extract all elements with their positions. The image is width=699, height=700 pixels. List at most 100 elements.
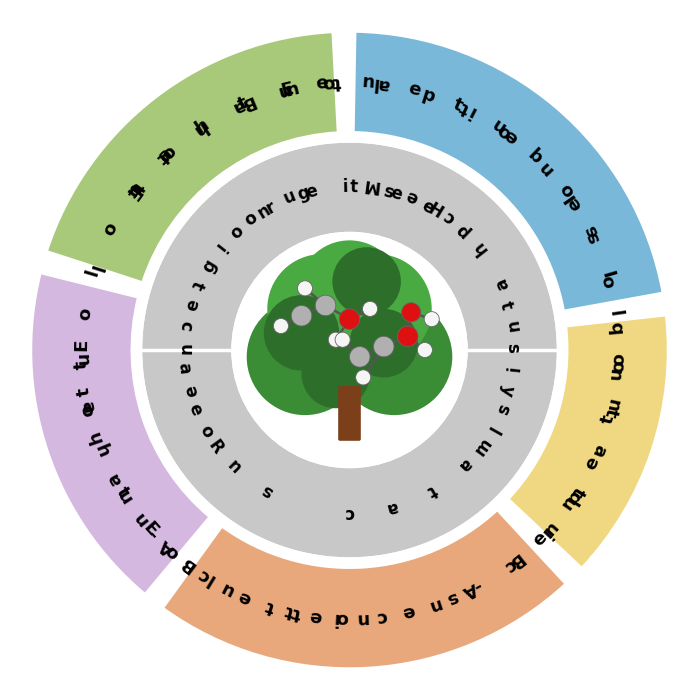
Text: i: i xyxy=(342,178,348,197)
Text: a: a xyxy=(384,497,400,517)
Text: l: l xyxy=(482,424,500,437)
Text: A: A xyxy=(460,578,480,601)
Text: t: t xyxy=(153,148,172,167)
Text: -: - xyxy=(469,576,484,596)
Text: c: c xyxy=(375,607,388,626)
Text: E: E xyxy=(72,339,91,351)
Text: I: I xyxy=(561,190,579,205)
Text: e: e xyxy=(419,197,437,218)
Text: l: l xyxy=(85,262,103,274)
Text: -: - xyxy=(144,524,162,541)
Text: t: t xyxy=(187,277,207,291)
Text: c: c xyxy=(175,319,195,332)
Text: t: t xyxy=(332,73,342,92)
Text: i: i xyxy=(536,526,553,543)
Text: n: n xyxy=(535,157,556,178)
Wedge shape xyxy=(31,273,210,594)
Text: n: n xyxy=(559,493,580,514)
Text: o: o xyxy=(322,74,336,92)
Text: o: o xyxy=(99,220,121,239)
Text: s: s xyxy=(579,223,600,240)
Wedge shape xyxy=(163,510,566,668)
Text: m: m xyxy=(472,435,496,460)
Text: t: t xyxy=(350,178,358,197)
Text: t: t xyxy=(600,406,620,419)
Text: n: n xyxy=(275,80,291,101)
Circle shape xyxy=(273,318,289,334)
Text: t: t xyxy=(568,483,587,500)
Text: A: A xyxy=(156,536,178,558)
Text: n: n xyxy=(278,186,296,206)
Text: n: n xyxy=(129,507,151,528)
Text: a: a xyxy=(155,144,176,166)
Text: u: u xyxy=(223,454,244,475)
Text: u: u xyxy=(489,116,509,139)
Circle shape xyxy=(301,340,370,408)
Text: B: B xyxy=(237,92,257,113)
Circle shape xyxy=(336,299,452,415)
Text: o: o xyxy=(78,402,99,419)
Text: o: o xyxy=(158,141,179,163)
Text: E: E xyxy=(279,79,295,99)
Circle shape xyxy=(274,254,425,405)
Text: r: r xyxy=(264,197,279,217)
Wedge shape xyxy=(46,32,338,283)
Text: h: h xyxy=(470,237,491,258)
Circle shape xyxy=(350,346,370,367)
Text: o: o xyxy=(74,307,94,321)
Circle shape xyxy=(298,240,401,343)
Circle shape xyxy=(339,309,360,330)
Circle shape xyxy=(356,370,370,385)
Text: g: g xyxy=(295,183,311,204)
Circle shape xyxy=(332,247,401,316)
Text: b: b xyxy=(524,146,546,167)
Text: E: E xyxy=(122,183,143,203)
Circle shape xyxy=(247,299,363,415)
Text: d: d xyxy=(420,83,438,104)
Text: n: n xyxy=(124,179,145,200)
Text: M: M xyxy=(361,175,380,195)
Circle shape xyxy=(264,295,339,370)
Text: n: n xyxy=(254,201,273,223)
Text: a: a xyxy=(455,454,475,475)
Text: o: o xyxy=(608,353,627,366)
Text: a: a xyxy=(78,398,97,414)
Circle shape xyxy=(402,302,421,322)
Text: e: e xyxy=(400,601,416,622)
Text: s: s xyxy=(503,343,521,353)
Text: n: n xyxy=(361,73,375,92)
FancyBboxPatch shape xyxy=(338,386,361,441)
Text: o: o xyxy=(162,540,183,562)
Text: n: n xyxy=(355,608,368,627)
Text: l: l xyxy=(83,267,102,278)
Text: e: e xyxy=(563,194,585,214)
Text: B: B xyxy=(177,552,199,575)
Text: i: i xyxy=(210,239,228,255)
Text: t: t xyxy=(451,95,466,115)
Text: t: t xyxy=(598,413,619,426)
Text: e: e xyxy=(182,383,202,398)
Text: u: u xyxy=(217,578,237,599)
Text: t: t xyxy=(424,481,440,500)
Circle shape xyxy=(373,336,394,357)
Circle shape xyxy=(329,332,343,347)
Wedge shape xyxy=(132,132,567,568)
Text: e: e xyxy=(315,74,329,93)
Text: e: e xyxy=(236,586,254,608)
Text: c: c xyxy=(500,554,519,575)
Text: t: t xyxy=(283,601,296,621)
Text: s: s xyxy=(444,587,461,608)
Text: o: o xyxy=(226,222,247,243)
Text: l: l xyxy=(371,74,380,92)
Text: h: h xyxy=(85,428,106,445)
Text: l: l xyxy=(606,309,624,317)
Text: u: u xyxy=(538,518,561,540)
Text: a: a xyxy=(175,362,194,375)
Text: t: t xyxy=(457,98,473,118)
Text: e: e xyxy=(182,298,203,314)
Text: o: o xyxy=(598,273,619,290)
Text: e: e xyxy=(184,401,205,419)
Text: a: a xyxy=(491,276,512,293)
Text: t: t xyxy=(127,178,147,195)
Text: c: c xyxy=(440,207,459,228)
